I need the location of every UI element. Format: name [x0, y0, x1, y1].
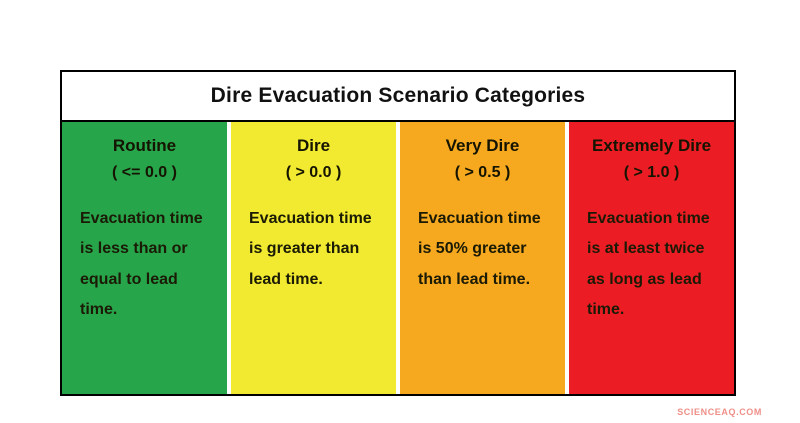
category-table: Dire Evacuation Scenario Categories Rout…: [60, 70, 736, 396]
category-name: Very Dire: [445, 136, 520, 155]
category-name: Routine: [112, 136, 177, 155]
category-description: Evacuation time is greater than lead tim…: [249, 210, 372, 288]
category-column-dire: Dire ( > 0.0 ) Evacuation time is greate…: [231, 122, 396, 394]
category-description: Evacuation time is less than or equal to…: [80, 210, 203, 319]
category-description: Evacuation time is 50% greater than lead…: [418, 210, 541, 288]
category-column-very-dire: Very Dire ( > 0.5 ) Evacuation time is 5…: [400, 122, 565, 394]
category-columns: Routine ( <= 0.0 ) Evacuation time is le…: [62, 122, 734, 394]
category-threshold: ( > 0.5 ): [454, 164, 511, 181]
category-column-extremely-dire: Extremely Dire ( > 1.0 ) Evacuation time…: [569, 122, 734, 394]
category-description: Evacuation time is at least twice as lon…: [587, 210, 710, 319]
title-bar: Dire Evacuation Scenario Categories: [62, 72, 734, 122]
category-threshold: ( > 1.0 ): [623, 164, 680, 181]
category-threshold: ( <= 0.0 ): [112, 164, 177, 181]
category-name: Extremely Dire: [591, 136, 712, 155]
category-threshold: ( > 0.0 ): [285, 164, 342, 181]
category-column-routine: Routine ( <= 0.0 ) Evacuation time is le…: [62, 122, 227, 394]
watermark: SCIENCEAQ.COM: [677, 407, 762, 417]
category-name: Dire: [296, 136, 331, 155]
figure-title: Dire Evacuation Scenario Categories: [210, 84, 586, 107]
